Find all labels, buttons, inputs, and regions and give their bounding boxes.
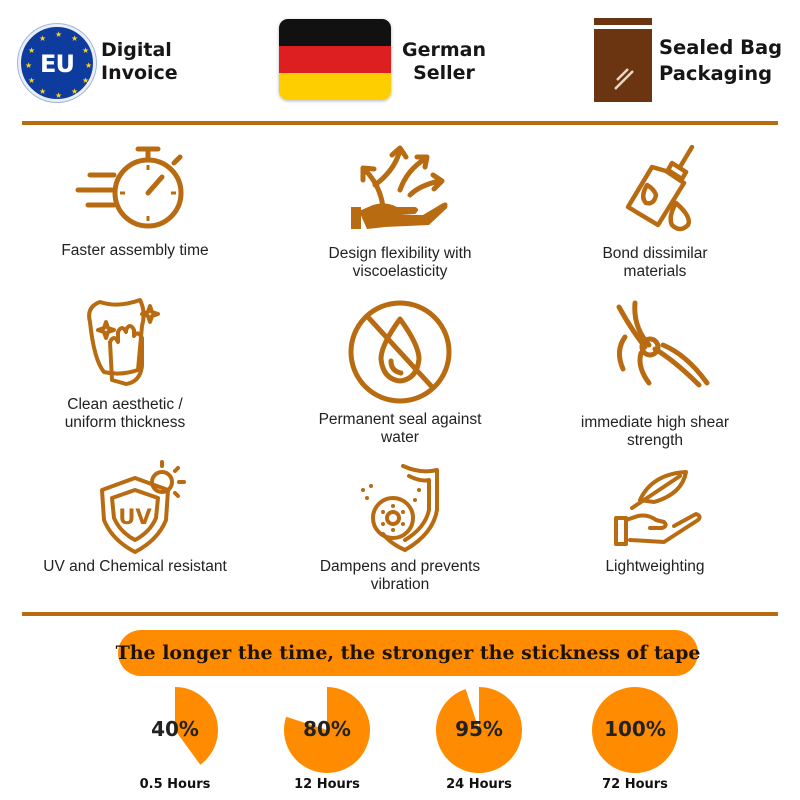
uv-shield-icon: UV — [100, 460, 186, 554]
vibration-shield-icon — [361, 464, 439, 552]
feature-dampens-vibration: Dampens and prevents vibration — [275, 460, 525, 593]
divider-bottom — [22, 612, 778, 616]
hand-wipe-icon — [87, 298, 160, 386]
divider-top — [22, 121, 778, 125]
feature-label: Faster assembly time — [61, 242, 209, 259]
stickiness-stage-1: 40% 0.5 Hours — [120, 685, 230, 797]
glue-bottle-icon — [625, 145, 695, 232]
feature-label: UV and Chemical resistant — [43, 558, 227, 575]
feature-label: Clean aesthetic / uniform thickness — [64, 396, 186, 431]
feather-hand-icon — [614, 470, 702, 546]
stage-percent: 80% — [303, 717, 351, 741]
hand-arrows-icon — [351, 145, 448, 229]
stopwatch-icon — [75, 146, 184, 229]
feature-permanent-seal: Permanent seal against water — [275, 297, 525, 446]
sealed-bag-icon — [594, 18, 652, 102]
feature-label: Permanent seal against water — [318, 411, 482, 446]
stage-percent: 95% — [455, 717, 503, 741]
stage-percent: 100% — [604, 717, 666, 741]
shears-icon — [616, 300, 710, 388]
svg-text:UV: UV — [118, 505, 152, 529]
feature-bond-dissimilar: Bond dissimilar materials — [530, 145, 780, 280]
feature-label: immediate high shear strength — [580, 414, 730, 449]
stickiness-stage-4: 100% 72 Hours — [580, 685, 690, 797]
sealed-bag-text: Sealed Bag Packaging — [659, 36, 783, 85]
no-water-icon — [348, 300, 452, 404]
stage-pie — [175, 687, 218, 765]
feature-faster-assembly: Faster assembly time — [10, 145, 260, 270]
stickiness-banner: The longer the time, the stronger the st… — [115, 630, 701, 676]
feature-shear-strength: immediate high shear strength — [530, 297, 780, 449]
feature-label: Lightweighting — [605, 558, 705, 575]
stage-time: 72 Hours — [602, 777, 668, 792]
stickiness-stage-3: 95% 24 Hours — [424, 685, 534, 797]
eu-label: EU — [40, 50, 75, 78]
stage-percent: 40% — [151, 717, 199, 741]
feature-design-flexibility: Design flexibility with viscoelasticity — [275, 145, 525, 280]
stickiness-banner-text: The longer the time, the stronger the st… — [115, 642, 701, 664]
feature-label: Bond dissimilar materials — [602, 245, 708, 280]
eu-badge-text: Digital Invoice — [101, 39, 178, 84]
stage-time: 12 Hours — [294, 777, 360, 792]
stage-pie — [435, 687, 522, 773]
feature-label: Dampens and prevents vibration — [319, 558, 481, 593]
stickiness-stage-2: 80% 12 Hours — [272, 685, 382, 797]
feature-clean-aesthetic: Clean aesthetic / uniform thickness — [0, 292, 250, 432]
stage-time: 24 Hours — [446, 777, 512, 792]
german-seller-text: German Seller — [402, 39, 486, 84]
stage-pie — [283, 687, 370, 773]
german-flag-icon — [279, 19, 391, 100]
feature-lightweighting: Lightweighting — [530, 460, 780, 585]
feature-uv-chemical: UV UV and Chemical resistant — [10, 460, 260, 585]
stage-pie — [591, 687, 678, 773]
stage-time: 0.5 Hours — [139, 777, 211, 792]
feature-label: Design flexibility with viscoelasticity — [328, 245, 472, 280]
eu-flag-icon: ★ ★ ★ ★ ★ ★ ★ ★ ★ ★ ★ ★ EU — [18, 24, 96, 102]
